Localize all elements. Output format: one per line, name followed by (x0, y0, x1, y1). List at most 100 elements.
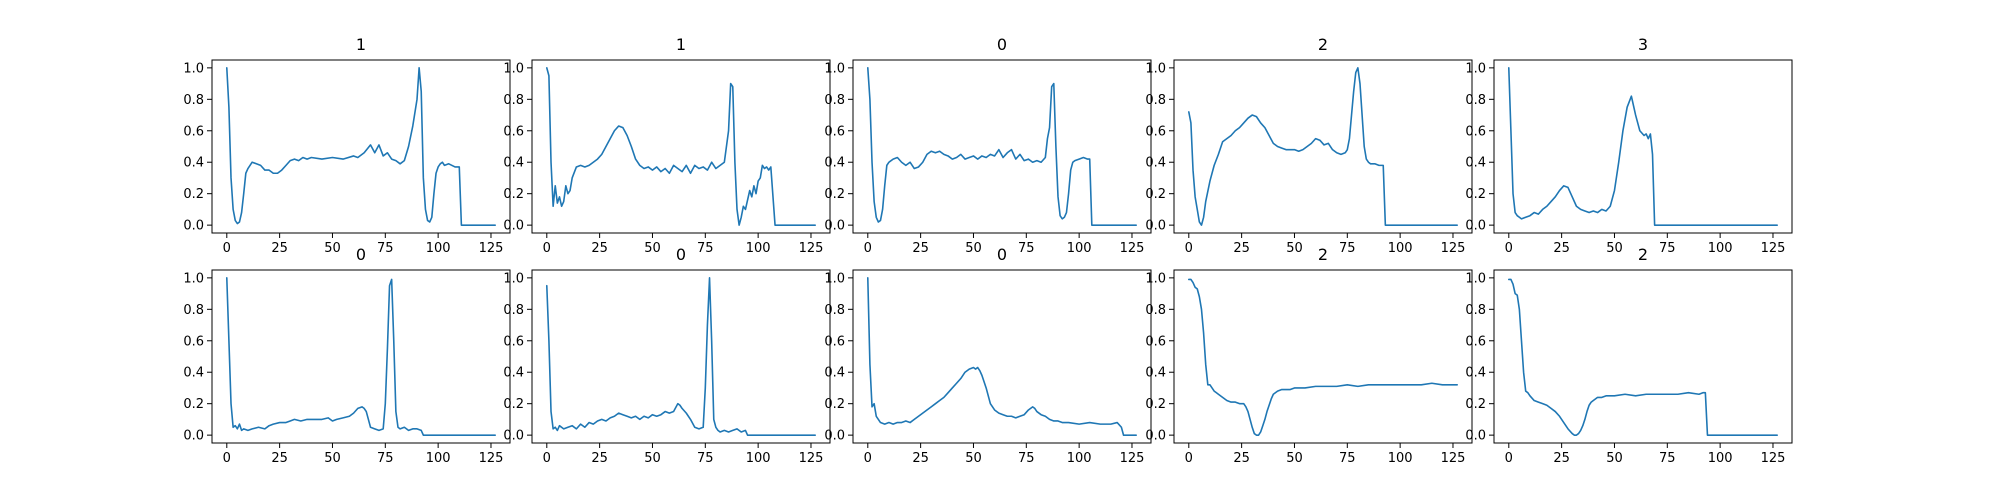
x-tick-label: 50 (1606, 241, 1623, 256)
y-tick-label: 0.2 (1145, 397, 1166, 412)
x-tick-label: 75 (1018, 241, 1035, 256)
series-line-1 (1187, 278, 1459, 436)
x-tick-label: 50 (1286, 241, 1303, 256)
axes-frame (1173, 59, 1473, 234)
x-tick-label: 100 (426, 451, 451, 466)
x-tick-label: 0 (864, 241, 872, 256)
x-tick-label: 100 (1067, 241, 1092, 256)
x-tick-label: 125 (1761, 451, 1786, 466)
x-tick-label: 25 (912, 241, 929, 256)
y-tick-label: 0.2 (824, 187, 845, 202)
x-tick-label: 75 (1339, 241, 1356, 256)
y-tick-label: 0.2 (503, 397, 524, 412)
x-tick-label: 75 (1339, 451, 1356, 466)
x-tick-label: 100 (746, 451, 771, 466)
y-tick-label: 0.6 (824, 334, 845, 349)
chart-title: 0 (997, 245, 1007, 264)
x-tick-label: 75 (1659, 241, 1676, 256)
y-tick-label: 1.0 (1145, 61, 1166, 76)
x-tick-label: 125 (1120, 451, 1145, 466)
y-tick-label: 1.0 (183, 61, 204, 76)
chart-panel-5: 3 0.0 0.2 0.4 0.6 0.8 1.0 0 25 50 75 100 125 (1465, 35, 1793, 256)
axes-frame (211, 269, 511, 444)
y-tick-label: 0.0 (503, 219, 524, 234)
x-tick-label: 125 (1441, 241, 1466, 256)
y-tick-label: 0.2 (503, 187, 524, 202)
y-tick-label: 0.4 (503, 156, 524, 171)
chart-panel-2: 1 0.0 0.2 0.4 0.6 0.8 1.0 0 25 50 75 100 125 (503, 35, 831, 256)
y-tick-label: 0.0 (183, 429, 204, 444)
y-tick-label: 0.2 (1465, 397, 1486, 412)
x-tick-label: 0 (864, 451, 872, 466)
y-tick-label: 0.4 (183, 156, 204, 171)
y-tick-label: 0.4 (1465, 366, 1486, 381)
y-tick-label: 0.6 (503, 334, 524, 349)
x-tick-label: 125 (479, 241, 504, 256)
x-tick-label: 125 (1120, 241, 1145, 256)
x-tick-label: 50 (644, 241, 661, 256)
x-tick-label: 25 (1553, 241, 1570, 256)
x-tick-label: 125 (1761, 241, 1786, 256)
x-tick-label: 100 (1067, 451, 1092, 466)
y-tick-label: 0.2 (183, 187, 204, 202)
y-tick-label: 0.0 (503, 429, 524, 444)
y-tick-label: 0.6 (183, 334, 204, 349)
series-line-1 (866, 277, 1138, 436)
y-tick-label: 0.4 (1465, 156, 1486, 171)
x-tick-label: 125 (799, 451, 824, 466)
chart-title: 0 (676, 245, 686, 264)
y-tick-label: 1.0 (824, 271, 845, 286)
y-tick-label: 0.4 (824, 156, 845, 171)
y-tick-label: 0.6 (1145, 124, 1166, 139)
chart-title: 0 (997, 35, 1007, 54)
chart-title: 2 (1638, 245, 1648, 264)
y-tick-label: 0.8 (824, 93, 845, 108)
y-tick-label: 0.8 (824, 303, 845, 318)
x-tick-label: 75 (697, 451, 714, 466)
chart-title: 0 (356, 245, 366, 264)
series-line-1 (545, 67, 817, 226)
y-tick-label: 0.6 (1465, 124, 1486, 139)
chart-title: 1 (356, 35, 366, 54)
y-tick-label: 0.8 (1145, 303, 1166, 318)
x-tick-label: 25 (1553, 451, 1570, 466)
y-tick-label: 0.2 (824, 397, 845, 412)
y-tick-label: 0.6 (1145, 334, 1166, 349)
y-tick-label: 0.8 (1465, 303, 1486, 318)
x-tick-label: 125 (1441, 451, 1466, 466)
x-tick-label: 50 (1286, 451, 1303, 466)
x-tick-label: 50 (965, 241, 982, 256)
axes-frame (531, 59, 831, 234)
axes-frame (211, 59, 511, 234)
chart-panel-6: 0 0.0 0.2 0.4 0.6 0.8 1.0 0 25 50 75 100 125 (183, 245, 511, 466)
chart-title: 1 (676, 35, 686, 54)
x-tick-label: 50 (965, 451, 982, 466)
y-tick-label: 0.6 (503, 124, 524, 139)
chart-panel-4: 2 0.0 0.2 0.4 0.6 0.8 1.0 0 25 50 75 100 125 (1145, 35, 1473, 256)
y-tick-label: 0.6 (183, 124, 204, 139)
x-tick-label: 50 (324, 451, 341, 466)
series-line-1 (866, 67, 1138, 226)
y-tick-label: 0.4 (183, 366, 204, 381)
y-tick-label: 1.0 (503, 61, 524, 76)
x-tick-label: 0 (223, 451, 231, 466)
y-tick-label: 0.2 (1145, 187, 1166, 202)
y-tick-label: 0.8 (1465, 93, 1486, 108)
y-tick-label: 0.8 (503, 303, 524, 318)
chart-panel-3: 0 0.0 0.2 0.4 0.6 0.8 1.0 0 25 50 75 100 125 (824, 35, 1152, 256)
x-tick-label: 25 (271, 451, 288, 466)
x-tick-label: 75 (377, 451, 394, 466)
chart-title: 2 (1318, 35, 1328, 54)
x-tick-label: 0 (543, 241, 551, 256)
chart-title: 3 (1638, 35, 1648, 54)
axes-frame (852, 269, 1152, 444)
x-tick-label: 100 (1708, 241, 1733, 256)
y-tick-label: 0.4 (824, 366, 845, 381)
y-tick-label: 0.8 (183, 93, 204, 108)
y-tick-label: 0.0 (1465, 429, 1486, 444)
y-tick-label: 1.0 (824, 61, 845, 76)
x-tick-label: 25 (271, 241, 288, 256)
x-tick-label: 25 (1233, 451, 1250, 466)
x-tick-label: 100 (426, 241, 451, 256)
